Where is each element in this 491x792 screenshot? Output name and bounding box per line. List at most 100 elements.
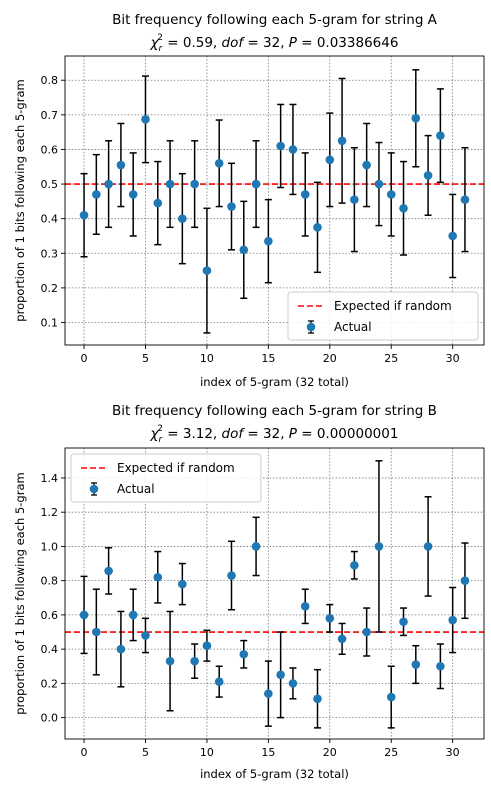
x-tick-label: 5 [142,352,149,365]
data-point [386,692,396,702]
data-point [190,179,199,189]
subtitle-part-p: P [289,35,298,51]
y-tick-label: 1.0 [41,540,59,553]
data-point [264,236,273,246]
subtitle-part-dof: dof [222,35,246,51]
data-point [251,542,261,551]
data-point [128,610,138,620]
data-point [116,644,126,654]
legend-actual-label: Actual [334,320,372,334]
data-point [288,679,298,688]
y-tick-label: 0.3 [41,247,59,260]
grid [65,56,484,345]
subtitle-part-rest3: = 0.00000001 [297,426,399,442]
x-tick-label: 5 [142,746,149,759]
data-point [436,661,445,671]
legend-actual-marker [306,322,316,332]
data-point [153,198,163,208]
y-tick-label: 0.5 [41,178,59,191]
chart-subtitle: χr2 = 3.12, dof = 32, P = 0.00000001 [150,424,399,445]
data-point [313,694,322,704]
data-point [337,136,347,146]
data-point [411,113,421,123]
legend-box [287,291,479,341]
data-point [300,190,310,199]
data-point [165,179,175,189]
legend-actual-label: Actual [117,482,155,496]
y-tick-label: 0.6 [41,143,59,156]
data-point [190,656,199,666]
data-point [448,231,457,241]
subtitle-part-chi: χ [150,426,160,442]
data-point [92,627,101,637]
data-point [128,190,138,199]
series-actual [79,69,470,334]
data-point [214,677,224,686]
data-point [227,571,236,580]
y-tick-label: 0.8 [41,575,59,588]
subtitle-part-rest1: = 3.12, [163,426,222,442]
chart-title: Bit frequency following each 5-gram for … [112,12,438,28]
data-point [337,634,347,644]
chart-title: Bit frequency following each 5-gram for … [112,403,437,419]
data-point [264,689,273,698]
data-point [460,195,470,204]
data-point [374,542,384,551]
data-point [92,190,101,199]
data-point [165,656,175,666]
data-point [276,141,285,151]
data-point [448,615,457,625]
series-actual [79,460,470,729]
data-point [79,610,89,620]
x-tick-label: 20 [323,352,337,365]
y-tick-label: 0.7 [41,109,59,122]
data-point [202,641,212,651]
data-point [374,179,384,189]
data-point [423,542,433,551]
data-point [362,627,371,637]
x-tick-label: 25 [384,352,398,365]
y-tick-label: 0.6 [41,609,59,622]
data-point [178,579,187,589]
x-tick-label: 30 [446,746,460,759]
x-tick-label: 0 [81,352,88,365]
subtitle-part-sup: 2 [157,33,163,43]
subtitle-part-rest2: = 32, [243,426,289,442]
legend-actual-marker [89,484,99,494]
data-point [227,202,236,211]
x-tick-label: 10 [200,746,214,759]
legend-box [70,453,262,503]
x-tick-label: 25 [384,746,398,759]
data-point [79,210,89,220]
data-point [288,145,298,154]
data-point [239,649,249,659]
y-tick-label: 0.4 [41,643,59,656]
data-point [300,602,310,611]
data-point [386,190,396,199]
data-point [325,614,335,623]
subtitle-part-rest2: = 32, [243,35,289,51]
x-tick-label: 15 [261,352,275,365]
data-point [399,203,408,213]
subtitle-part-p: P [289,426,298,442]
y-tick-label: 0.0 [41,712,59,725]
subtitle-part-sub: r [159,44,164,54]
data-point [141,631,150,640]
data-point [436,131,445,140]
x-tick-label: 20 [323,746,337,759]
data-point [104,179,113,189]
x-axis-label: index of 5-gram (32 total) [200,375,349,389]
y-tick-label: 1.2 [41,506,59,519]
data-point [276,670,285,680]
axes-frame [64,55,485,346]
legend-expected-label: Expected if random [334,299,452,313]
data-point [153,572,163,582]
subtitle-part-chi: χ [150,35,160,51]
data-point [460,576,470,585]
y-tick-label: 0.1 [41,317,59,330]
y-tick-label: 0.2 [41,282,59,295]
data-point [411,660,421,669]
x-tick-label: 0 [81,746,88,759]
subtitle-part-rest1: = 0.59, [163,35,222,51]
